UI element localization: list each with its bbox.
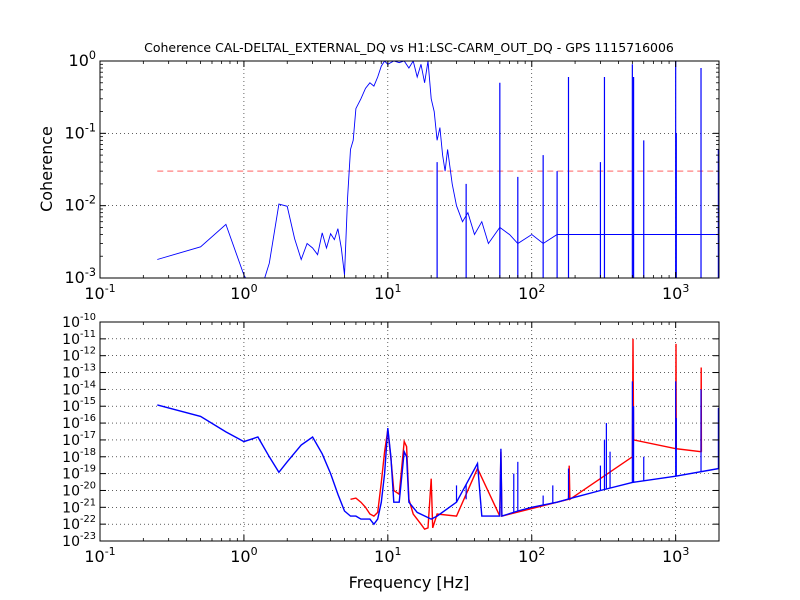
top-y-tick-label: 10-1: [64, 121, 96, 142]
chart-title: Coherence CAL-DELTAL_EXTERNAL_DQ vs H1:L…: [144, 40, 674, 55]
bottom-x-tick-label: 102: [518, 545, 545, 566]
bottom-x-axis-label: Frequency [Hz]: [349, 573, 470, 592]
bottom-y-tick-label: 10-11: [62, 329, 96, 348]
top-y-tick-label: 10-3: [64, 266, 96, 287]
bottom-y-tick-label: 10-15: [62, 396, 96, 415]
bottom-y-tick-label: 10-14: [62, 379, 96, 398]
top-x-tick-label: 100: [230, 282, 257, 303]
top-x-tick-label: 102: [518, 282, 545, 303]
bottom-x-tick-label: 100: [230, 545, 257, 566]
bottom-y-tick-label: 10-17: [62, 430, 96, 449]
bottom-x-tick-label: 10-1: [84, 545, 115, 566]
bottom-series-line: [350, 338, 703, 531]
bottom-series-line: [157, 404, 719, 526]
bottom-y-tick-label: 10-23: [62, 531, 96, 550]
top-y-tick-label: 100: [69, 49, 96, 70]
bottom-y-tick-label: 10-19: [62, 464, 96, 483]
top-y-axis-label: Coherence: [37, 126, 56, 212]
top-x-tick-label: 101: [374, 282, 401, 303]
bottom-y-tick-label: 10-18: [62, 447, 96, 466]
bottom-y-tick-label: 10-10: [62, 312, 96, 331]
bottom-y-tick-label: 10-13: [62, 363, 96, 382]
top-x-tick-label: 103: [662, 282, 689, 303]
bottom-x-tick-label: 103: [662, 545, 689, 566]
bottom-y-tick-label: 10-20: [62, 480, 96, 499]
top-axes-frame: [99, 60, 720, 279]
top-x-tick-label: 10-1: [84, 282, 115, 303]
top-y-tick-label: 10-2: [64, 194, 96, 215]
bottom-x-tick-label: 101: [374, 545, 401, 566]
bottom-y-tick-label: 10-12: [62, 346, 96, 365]
bottom-y-tick-label: 10-16: [62, 413, 96, 432]
spectrum-plot: 10-1 100 101 102 10310-2310-2210-2110-2010-1…: [62, 312, 720, 566]
bottom-axes-frame: [99, 321, 720, 542]
bottom-y-tick-label: 10-21: [62, 497, 96, 516]
bottom-data-area: [157, 338, 719, 531]
bottom-y-tick-label: 10-22: [62, 514, 96, 533]
coherence-plot: 10-1 100 101 102 103 10-3 10-2 10-1 100: [64, 49, 720, 303]
top-series-line: [157, 61, 719, 278]
